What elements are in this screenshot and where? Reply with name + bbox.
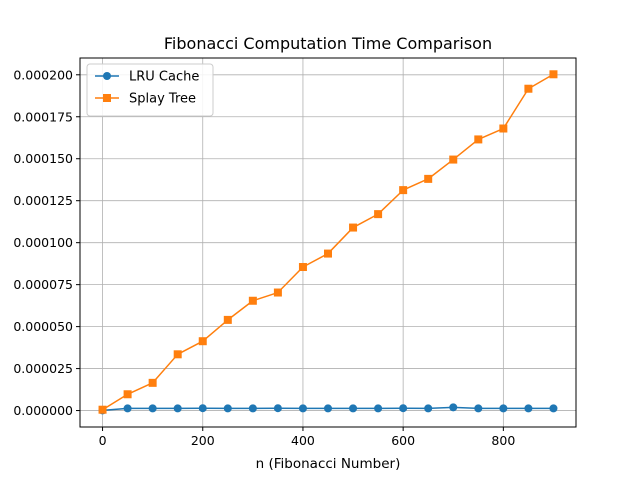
data-point-splay-tree xyxy=(424,174,433,183)
grid xyxy=(80,58,576,427)
y-tick-label: 0.000125 xyxy=(13,193,73,208)
data-point-splay-tree xyxy=(349,223,358,232)
x-tick-label: 0 xyxy=(99,433,107,448)
data-point-splay-tree xyxy=(98,405,107,414)
data-point-lru-cache xyxy=(374,404,383,413)
legend-marker-splay-tree xyxy=(103,94,111,102)
x-tick-label: 800 xyxy=(491,433,515,448)
data-point-lru-cache xyxy=(298,404,307,413)
series-layer xyxy=(98,70,558,415)
data-point-lru-cache xyxy=(399,404,408,413)
y-tick-label: 0.000150 xyxy=(13,151,73,166)
data-point-lru-cache xyxy=(349,404,358,413)
legend-box xyxy=(86,63,214,117)
data-point-splay-tree xyxy=(324,249,332,258)
data-point-splay-tree xyxy=(198,337,207,346)
data-point-lru-cache xyxy=(524,404,533,413)
x-tick-label: 200 xyxy=(191,433,215,448)
data-point-splay-tree xyxy=(549,70,558,79)
x-tick-label: 400 xyxy=(291,433,315,448)
data-point-lru-cache xyxy=(499,404,508,413)
data-point-lru-cache xyxy=(198,404,207,413)
y-tick-label: 0.000200 xyxy=(13,67,73,82)
chart-title: Fibonacci Computation Time Comparison xyxy=(164,34,492,53)
data-point-lru-cache xyxy=(248,404,257,413)
data-point-lru-cache xyxy=(273,404,282,413)
data-point-splay-tree xyxy=(449,155,458,164)
data-point-lru-cache xyxy=(474,404,483,413)
data-point-lru-cache xyxy=(223,404,232,413)
legend-marker-lru-cache xyxy=(103,72,111,80)
data-point-lru-cache xyxy=(449,403,458,412)
data-point-lru-cache xyxy=(424,404,433,413)
y-tick-label: 0.000025 xyxy=(13,361,73,376)
data-point-lru-cache xyxy=(324,404,332,413)
data-point-splay-tree xyxy=(273,288,282,297)
data-point-splay-tree xyxy=(474,135,483,144)
legend: LRU Cache Splay Tree xyxy=(86,63,214,117)
y-tick-label: 0.000075 xyxy=(13,277,73,292)
data-point-splay-tree xyxy=(374,210,383,219)
x-tick-label: 600 xyxy=(391,433,415,448)
data-point-splay-tree xyxy=(524,84,533,93)
data-point-lru-cache xyxy=(148,404,157,413)
data-point-splay-tree xyxy=(399,186,408,195)
ticks: 0 200 400 600 800 0.000000 0.000025 0.000050 0.0… xyxy=(13,67,515,448)
y-tick-label: 0.000000 xyxy=(13,403,73,418)
data-point-splay-tree xyxy=(148,378,157,387)
y-tick-label: 0.000100 xyxy=(13,235,73,250)
legend-label-lru-cache: LRU Cache xyxy=(129,70,199,85)
data-point-splay-tree xyxy=(223,315,232,324)
data-point-lru-cache xyxy=(173,404,182,413)
data-point-lru-cache xyxy=(549,404,558,413)
x-axis-label: n (Fibonacci Number) xyxy=(256,456,401,472)
data-point-splay-tree xyxy=(499,124,508,133)
y-tick-label: 0.000175 xyxy=(13,109,73,124)
y-tick-label: 0.000050 xyxy=(13,319,73,334)
data-point-splay-tree xyxy=(123,390,132,399)
data-point-lru-cache xyxy=(123,404,132,413)
data-point-splay-tree xyxy=(248,296,257,305)
data-point-splay-tree xyxy=(298,263,307,272)
data-point-splay-tree xyxy=(173,350,182,359)
legend-label-splay-tree: Splay Tree xyxy=(129,92,196,107)
